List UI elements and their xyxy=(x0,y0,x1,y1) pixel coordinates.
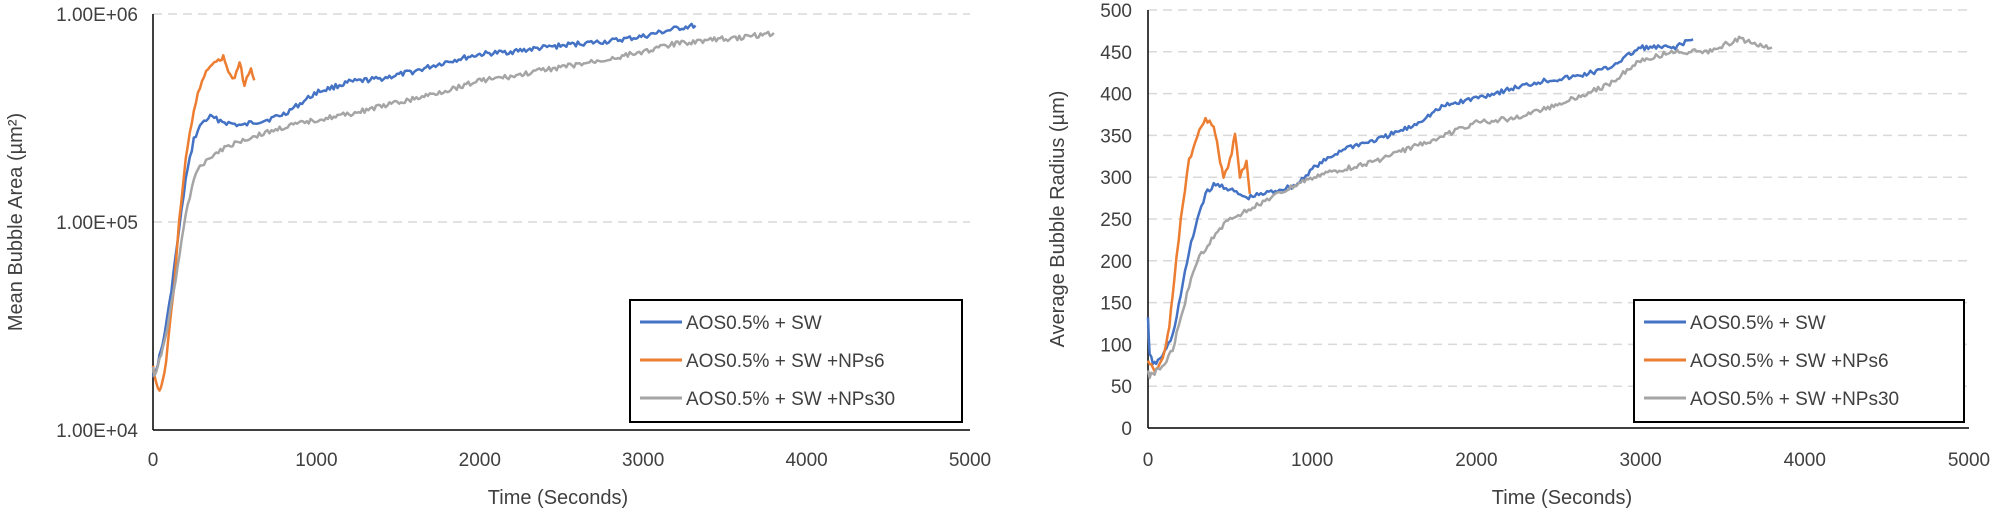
y-tick-label: 400 xyxy=(1100,85,1132,106)
x-tick-label: 0 xyxy=(1143,450,1154,471)
y-tick-label: 350 xyxy=(1100,126,1132,147)
x-tick-label: 2000 xyxy=(1455,450,1497,471)
x-tick-label: 2000 xyxy=(459,450,501,471)
x-tick-label: 1000 xyxy=(1291,450,1333,471)
x-tick-label: 3000 xyxy=(1619,450,1661,471)
x-tick-label: 5000 xyxy=(1948,450,1990,471)
legend-label: AOS0.5% + SW +NPs6 xyxy=(1690,351,1889,372)
y-tick-label: 150 xyxy=(1100,294,1132,315)
y-axis-title: Mean Bubble Area (µm²) xyxy=(5,113,27,331)
y-tick-label: 200 xyxy=(1100,252,1132,273)
legend-label: AOS0.5% + SW xyxy=(686,313,822,334)
legend-box xyxy=(629,299,963,423)
y-axis-title: Average Bubble Radius (µm) xyxy=(1047,91,1069,348)
legend-label: AOS0.5% + SW +NPs30 xyxy=(1690,389,1899,410)
series-line-1 xyxy=(1146,38,1694,366)
x-tick-label: 3000 xyxy=(622,450,664,471)
x-axis-title: Time (Seconds) xyxy=(488,487,628,509)
series-line-2 xyxy=(151,54,256,392)
series-line-1 xyxy=(151,22,697,378)
x-tick-label: 4000 xyxy=(1784,450,1826,471)
x-tick-label: 5000 xyxy=(949,450,991,471)
legend-label: AOS0.5% + SW +NPs6 xyxy=(686,351,885,372)
legend-box xyxy=(1633,299,1965,423)
x-tick-label: 0 xyxy=(148,450,159,471)
mean-bubble-area-chart: 1.00E+04 1.00E+05 1.00E+06 0 1000 2000 3000 400… xyxy=(5,5,991,509)
legend-label: AOS0.5% + SW +NPs30 xyxy=(686,389,895,410)
series-line-3 xyxy=(151,30,775,377)
average-bubble-radius-chart: 0 50 100 150 200 250 300 350 400 450 500 0 1000 2000 3… xyxy=(1004,0,2008,514)
x-axis-title: Time (Seconds) xyxy=(1492,487,1632,509)
y-tick-label: 0 xyxy=(1121,419,1132,440)
series-line-3 xyxy=(1146,35,1773,380)
x-tick-label: 4000 xyxy=(785,450,827,471)
y-tick-label: 50 xyxy=(1111,377,1132,398)
y-tick-label: 1.00E+05 xyxy=(56,213,138,234)
x-tick-label: 1000 xyxy=(295,450,337,471)
mean-bubble-area-chart-svg: 1.00E+04 1.00E+05 1.00E+06 0 1000 2000 3000 400… xyxy=(5,5,991,509)
y-tick-label: 500 xyxy=(1100,1,1132,22)
y-tick-label: 100 xyxy=(1100,335,1132,356)
y-tick-label: 1.00E+04 xyxy=(56,421,138,442)
y-tick-label: 300 xyxy=(1100,168,1132,189)
legend-label: AOS0.5% + SW xyxy=(1690,313,1826,334)
y-tick-label: 250 xyxy=(1100,210,1132,231)
y-tick-label: 1.00E+06 xyxy=(56,5,138,26)
y-tick-label: 450 xyxy=(1100,43,1132,64)
series-line-2 xyxy=(1146,116,1252,373)
